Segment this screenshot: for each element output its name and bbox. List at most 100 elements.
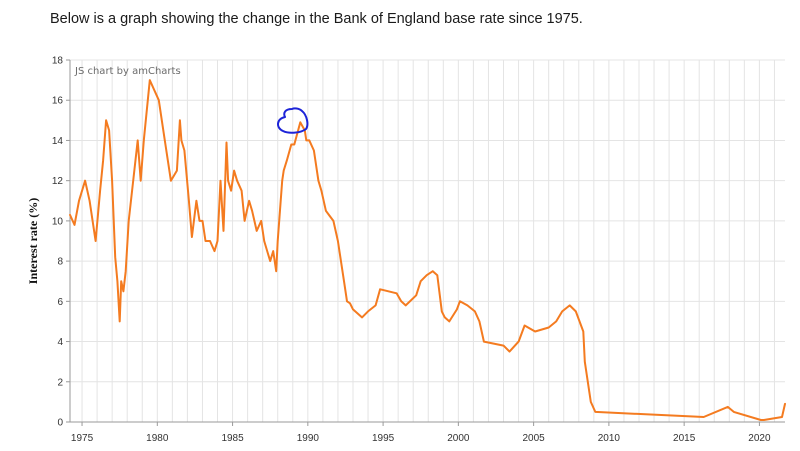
data-point xyxy=(582,331,584,333)
series-line xyxy=(69,79,786,421)
x-tick-label: 2010 xyxy=(598,433,621,444)
data-point xyxy=(426,274,428,276)
data-point xyxy=(119,320,121,322)
y-tick-label: 12 xyxy=(52,176,64,187)
data-point xyxy=(703,416,705,418)
data-point xyxy=(352,308,354,310)
data-point xyxy=(236,180,238,182)
data-point xyxy=(400,300,402,302)
data-point xyxy=(459,300,461,302)
y-tick-label: 8 xyxy=(57,257,63,268)
data-point xyxy=(202,220,204,222)
data-point xyxy=(149,79,151,81)
data-point xyxy=(122,290,124,292)
data-point xyxy=(420,280,422,282)
data-point xyxy=(727,406,729,408)
data-point xyxy=(325,210,327,212)
data-point xyxy=(509,351,511,353)
data-point xyxy=(137,139,139,141)
data-point xyxy=(78,200,80,202)
data-point xyxy=(140,180,142,182)
x-tick-label: 2020 xyxy=(748,433,771,444)
x-axis-ticks: 1975 1980 1985 1990 1995 2000 2005 2010 2015 2020 xyxy=(71,422,771,444)
y-tick-label: 0 xyxy=(57,418,63,429)
data-point xyxy=(176,170,178,172)
data-point xyxy=(251,210,253,212)
data-point xyxy=(227,180,229,182)
data-point xyxy=(375,304,377,306)
data-point xyxy=(125,270,127,272)
data-point xyxy=(99,190,101,192)
data-point xyxy=(260,220,262,222)
intro-text: Below is a graph showing the change in t… xyxy=(50,11,583,27)
data-point xyxy=(158,99,160,101)
data-point xyxy=(183,150,185,152)
data-point xyxy=(555,320,557,322)
data-point xyxy=(281,180,283,182)
x-tick-label: 1995 xyxy=(372,433,395,444)
data-point xyxy=(263,240,265,242)
data-point xyxy=(367,310,369,312)
data-point xyxy=(594,411,596,413)
annotation-circle xyxy=(277,107,309,134)
data-point xyxy=(534,331,536,333)
data-point xyxy=(432,270,434,272)
data-point xyxy=(230,190,232,192)
data-point xyxy=(293,144,295,146)
data-point xyxy=(305,139,307,141)
data-point xyxy=(84,180,86,182)
data-point xyxy=(379,288,381,290)
data-point xyxy=(95,240,97,242)
data-point xyxy=(561,310,563,312)
data-point xyxy=(781,416,783,418)
data-point xyxy=(170,180,172,182)
data-point xyxy=(286,160,288,162)
data-point xyxy=(784,403,786,405)
data-point xyxy=(248,200,250,202)
data-point xyxy=(179,119,181,121)
data-point xyxy=(116,280,118,282)
data-point xyxy=(518,341,520,343)
data-point xyxy=(143,139,145,141)
data-point xyxy=(320,190,322,192)
y-axis-ticks: 0 2 4 6 8 10 12 14 16 18 xyxy=(52,56,70,429)
data-point xyxy=(74,224,76,226)
data-point xyxy=(396,292,398,294)
data-point xyxy=(733,411,735,413)
data-point xyxy=(195,200,197,202)
x-tick-label: 1975 xyxy=(71,433,94,444)
data-point xyxy=(180,139,182,141)
data-point xyxy=(233,170,235,172)
x-tick-label: 2005 xyxy=(522,433,545,444)
data-point xyxy=(415,294,417,296)
data-point xyxy=(241,190,243,192)
data-point xyxy=(205,240,207,242)
data-point xyxy=(128,220,130,222)
data-point xyxy=(474,310,476,312)
chart-credit: JS chart by amCharts xyxy=(74,66,181,77)
x-tick-label: 1985 xyxy=(221,433,244,444)
data-point xyxy=(346,300,348,302)
data-point xyxy=(69,214,71,216)
data-point xyxy=(164,139,166,141)
x-tick-label: 2015 xyxy=(673,433,696,444)
data-point xyxy=(524,325,526,327)
data-point xyxy=(105,119,107,121)
data-point xyxy=(299,121,301,123)
data-point xyxy=(317,180,319,182)
data-point xyxy=(217,240,219,242)
y-tick-label: 2 xyxy=(57,377,63,388)
x-tick-label: 1980 xyxy=(146,433,169,444)
data-point xyxy=(313,150,315,152)
data-point xyxy=(290,144,292,146)
data-point xyxy=(569,304,571,306)
x-tick-label: 1990 xyxy=(297,433,320,444)
data-point xyxy=(456,308,458,310)
data-point xyxy=(283,170,285,172)
data-point xyxy=(256,230,258,232)
data-point xyxy=(199,220,201,222)
x-tick-label: 2000 xyxy=(447,433,470,444)
data-point xyxy=(466,304,468,306)
data-point xyxy=(343,280,345,282)
